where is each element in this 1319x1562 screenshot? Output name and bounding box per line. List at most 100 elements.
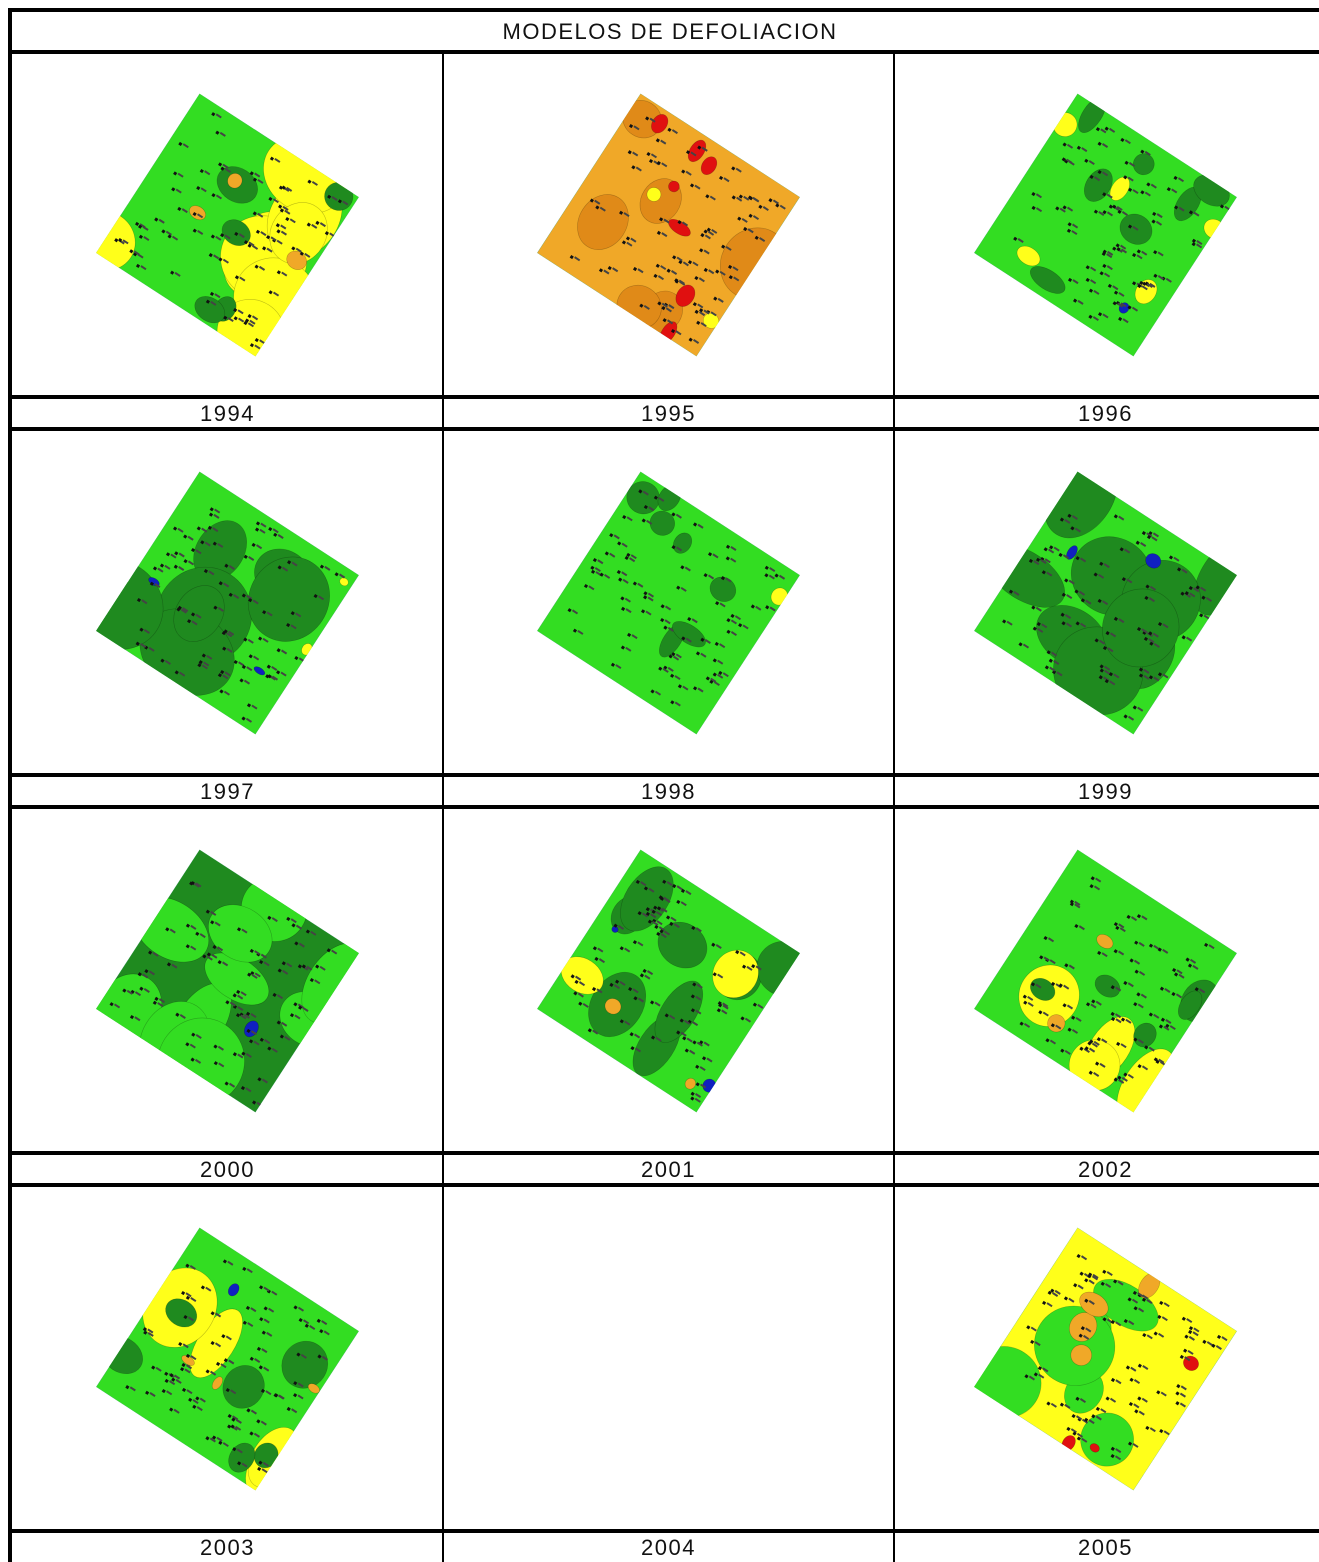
map-point-label <box>698 277 705 283</box>
map-point-label <box>693 338 700 344</box>
map-point-label <box>1078 925 1085 931</box>
map-point <box>1061 592 1066 597</box>
map-point <box>1135 540 1140 545</box>
map-point-label <box>182 1343 189 1349</box>
map-point <box>1033 1372 1038 1377</box>
map-point <box>662 318 667 323</box>
map-point <box>713 296 718 301</box>
map-point-label <box>241 1462 248 1468</box>
map-point <box>695 1082 700 1087</box>
map-point-label <box>660 933 667 939</box>
map-point-label <box>1175 993 1182 999</box>
map-point-label <box>1141 250 1148 256</box>
map-point-label <box>1116 205 1123 211</box>
map-point <box>219 689 224 694</box>
map-point-label <box>211 953 218 959</box>
map-point-label <box>685 170 692 176</box>
map-point <box>1174 972 1179 977</box>
map-point-label <box>637 997 644 1003</box>
map-point-label <box>1149 1427 1156 1433</box>
map-point-label <box>1144 150 1151 156</box>
map-point-label <box>209 1437 216 1443</box>
map-point <box>245 1011 251 1016</box>
map-point <box>645 116 650 121</box>
map-point-label <box>1206 1341 1213 1347</box>
map-point <box>1104 126 1109 131</box>
map-point-label <box>695 1093 702 1098</box>
map-body <box>96 1227 359 1491</box>
map-point <box>620 645 625 650</box>
map-point <box>1093 209 1098 214</box>
map-point <box>234 231 239 236</box>
map-point-label <box>214 508 221 514</box>
map-point <box>1128 187 1133 192</box>
map-point <box>679 1018 684 1023</box>
map-point-label <box>319 965 326 971</box>
map-point <box>731 195 736 200</box>
map-point <box>276 1020 281 1025</box>
map-point <box>1116 247 1121 252</box>
map-point-label <box>660 139 667 145</box>
map-point <box>664 1013 669 1018</box>
map-point <box>319 1329 324 1334</box>
map-point-label <box>578 981 586 987</box>
map-region <box>281 1340 329 1389</box>
map-region <box>211 1376 223 1390</box>
map-point <box>139 627 144 632</box>
map-point-label <box>722 1002 729 1008</box>
map-point <box>199 168 204 174</box>
map-point-label <box>249 319 256 325</box>
map-point-label <box>215 235 222 241</box>
map-point <box>1071 1413 1076 1419</box>
map-point <box>1067 222 1072 227</box>
map-point <box>743 226 748 232</box>
map-point <box>236 989 241 995</box>
map-point-label <box>251 315 259 321</box>
map-point-label <box>271 675 279 681</box>
map-point <box>1089 174 1094 180</box>
map-point-label <box>246 1268 253 1274</box>
map-point-label <box>1149 585 1157 591</box>
map-point <box>1108 672 1113 677</box>
map-point-label <box>240 1014 247 1020</box>
map-point <box>1121 577 1126 582</box>
map-point-label <box>743 195 750 201</box>
map-point-label <box>263 1366 270 1372</box>
map-point-label <box>254 172 261 178</box>
map-point-label <box>730 619 737 625</box>
map-point-label <box>717 659 724 665</box>
map-point-label <box>281 649 288 655</box>
map-point-label <box>680 901 687 907</box>
map-point-label <box>619 980 626 986</box>
map-point <box>1093 572 1098 577</box>
map-point <box>707 552 713 557</box>
map-point-label <box>1109 127 1116 133</box>
map-point-label <box>213 254 220 260</box>
map-point <box>1156 1390 1161 1395</box>
map-point <box>233 308 238 313</box>
map-point-label <box>254 344 261 350</box>
map-region <box>96 210 136 271</box>
map-point <box>1060 1048 1065 1053</box>
map-region <box>227 173 243 189</box>
map-point-label <box>1186 636 1193 642</box>
map-point <box>676 899 681 905</box>
map-point-label <box>1124 548 1131 554</box>
map-point <box>1176 1384 1181 1389</box>
map-point <box>1076 1436 1081 1441</box>
map-point-label <box>667 319 674 325</box>
map-point-label <box>262 1461 269 1467</box>
map-region <box>1096 934 1114 949</box>
map-point <box>578 1001 583 1006</box>
map-point <box>687 616 692 622</box>
map-point-label <box>1080 557 1087 563</box>
map-point-label <box>670 916 677 922</box>
map-point <box>573 991 578 996</box>
map-point <box>200 1285 205 1290</box>
map-point <box>210 1341 215 1346</box>
map-point-label <box>223 690 230 696</box>
map-point-label <box>769 606 776 612</box>
map-point <box>629 1032 634 1037</box>
map-point <box>220 233 225 238</box>
map-point-label <box>1137 706 1144 712</box>
